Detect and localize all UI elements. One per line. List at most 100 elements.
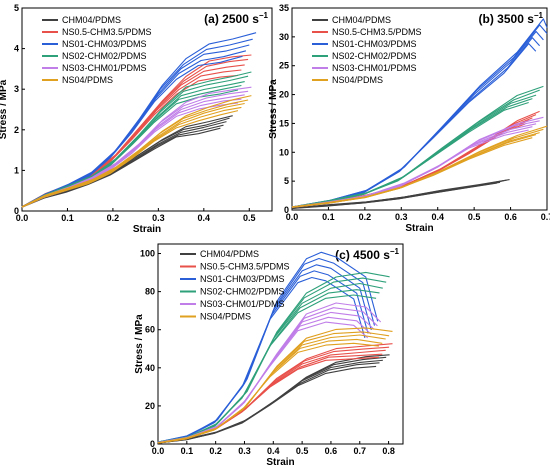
legend-label: CHM04/PDMS bbox=[332, 15, 391, 25]
panel-title: (c) 4500 s−1 bbox=[335, 247, 399, 262]
x-tick-label: 0.7 bbox=[354, 446, 367, 456]
x-tick-label: 0.7 bbox=[541, 212, 550, 222]
series-line bbox=[21, 32, 257, 208]
y-tick-label: 60 bbox=[145, 325, 155, 335]
series-line bbox=[157, 359, 383, 444]
x-axis-label: Strain bbox=[405, 223, 433, 234]
y-axis-label: Stress / MPa bbox=[268, 79, 279, 139]
series-line bbox=[291, 101, 529, 208]
y-tick-label: 100 bbox=[140, 249, 155, 259]
legend-label: NS01-CHM03/PDMS bbox=[200, 274, 285, 284]
series-line bbox=[157, 342, 379, 444]
series-ns0-5-chm3-5-pdms bbox=[21, 54, 252, 208]
series-line bbox=[157, 365, 377, 444]
series-ns03-chm01-pdms bbox=[291, 116, 544, 208]
series-line bbox=[291, 182, 497, 209]
series-chm04-pdms bbox=[291, 179, 510, 209]
panel-title: (a) 2500 s−1 bbox=[204, 11, 268, 26]
y-tick-label: 40 bbox=[145, 363, 155, 373]
y-tick-label: 30 bbox=[279, 32, 289, 42]
y-tick-label: 0 bbox=[14, 206, 19, 216]
series-line bbox=[157, 334, 386, 444]
y-tick-label: 20 bbox=[145, 401, 155, 411]
legend-label: NS0.5-CHM3.5/PDMS bbox=[62, 27, 152, 37]
series-ns04-pdms bbox=[21, 95, 252, 208]
series-ns02-chm02-pdms bbox=[291, 85, 544, 208]
series-line bbox=[157, 316, 372, 444]
series-line bbox=[21, 71, 252, 208]
legend-label: NS01-CHM03/PDMS bbox=[62, 39, 147, 49]
x-tick-label: 0.5 bbox=[468, 212, 481, 222]
legend: CHM04/PDMS NS0.5-CHM3.5/PDMS NS01-CHM03/PD… bbox=[312, 15, 422, 85]
legend-label: NS03-CHM01/PDMS bbox=[332, 63, 417, 73]
x-tick-label: 0.5 bbox=[296, 446, 309, 456]
x-tick-label: 0.4 bbox=[431, 212, 444, 222]
y-tick-label: 80 bbox=[145, 287, 155, 297]
series-line bbox=[157, 307, 378, 443]
title-superscript: −1 bbox=[534, 11, 544, 20]
x-tick-label: 0.2 bbox=[359, 212, 372, 222]
series-chm04-pdms bbox=[157, 354, 390, 444]
series-line bbox=[291, 85, 544, 208]
y-tick-label: 5 bbox=[14, 3, 19, 13]
y-tick-label: 4 bbox=[14, 44, 19, 54]
series-line bbox=[21, 110, 239, 208]
series-line bbox=[291, 123, 537, 208]
series-line bbox=[291, 137, 533, 208]
y-tick-label: 20 bbox=[279, 90, 289, 100]
series-line bbox=[157, 311, 375, 444]
series-ns04-pdms bbox=[291, 125, 548, 208]
series-line bbox=[157, 251, 379, 443]
y-axis-label: Stress / MPa bbox=[0, 79, 9, 139]
legend: CHM04/PDMS NS0.5-CHM3.5/PDMS NS01-CHM03/PD… bbox=[42, 15, 152, 85]
series-line bbox=[157, 362, 380, 444]
legend-label: CHM04/PDMS bbox=[62, 15, 121, 25]
series-line bbox=[157, 338, 383, 444]
x-tick-label: 0.2 bbox=[209, 446, 222, 456]
series-ns04-pdms bbox=[157, 327, 393, 444]
x-tick-label: 0.3 bbox=[395, 212, 408, 222]
series-line bbox=[157, 302, 382, 443]
y-tick-label: 5 bbox=[284, 176, 289, 186]
series-line bbox=[291, 117, 533, 208]
series-line bbox=[291, 89, 540, 208]
series-ns01-chm03-pdms bbox=[157, 251, 379, 443]
y-tick-label: 10 bbox=[279, 147, 289, 157]
x-axis-label: Strain bbox=[133, 224, 161, 235]
x-tick-label: 0.6 bbox=[504, 212, 517, 222]
series-line bbox=[157, 353, 383, 444]
plot-frame-a bbox=[21, 7, 273, 212]
legend-label: NS04/PDMS bbox=[332, 75, 383, 85]
series-line bbox=[21, 69, 242, 208]
x-tick-label: 0.4 bbox=[198, 213, 211, 223]
series-line bbox=[291, 123, 526, 208]
plot-frame-b bbox=[291, 7, 548, 211]
x-tick-label: 0.1 bbox=[181, 446, 194, 456]
x-tick-label: 0.1 bbox=[322, 212, 335, 222]
x-tick-label: 0.3 bbox=[238, 446, 251, 456]
series-line bbox=[21, 127, 221, 208]
y-tick-label: 15 bbox=[279, 118, 289, 128]
x-tick-label: 0.5 bbox=[243, 213, 256, 223]
legend-label: NS04/PDMS bbox=[62, 75, 113, 85]
chart-panel-a: 0.0 0.1 0.2 0.3 0.4 0.5 0 1 2 3 4 5 Strain Stress / M… bbox=[0, 3, 273, 235]
series-ns02-chm02-pdms bbox=[157, 271, 390, 443]
legend-label: NS01-CHM03/PDMS bbox=[332, 39, 417, 49]
series-line bbox=[157, 356, 387, 444]
legend-label: NS0.5-CHM3.5/PDMS bbox=[200, 262, 290, 272]
x-tick-label: 0.0 bbox=[286, 212, 299, 222]
plot-frame-c bbox=[157, 243, 404, 445]
title-superscript: −1 bbox=[390, 247, 400, 256]
legend-label: NS02-CHM02/PDMS bbox=[332, 51, 417, 61]
y-tick-label: 1 bbox=[14, 165, 19, 175]
legend-label: NS0.5-CHM3.5/PDMS bbox=[332, 27, 422, 37]
series-line bbox=[157, 327, 393, 444]
legend-label: NS03-CHM01/PDMS bbox=[200, 299, 285, 309]
series-ns0-5-chm3-5-pdms bbox=[291, 110, 540, 208]
x-tick-label: 0.0 bbox=[16, 213, 29, 223]
series-line bbox=[21, 95, 252, 208]
series-line bbox=[291, 179, 510, 209]
legend-label: NS02-CHM02/PDMS bbox=[62, 51, 147, 61]
x-tick-label: 0.1 bbox=[61, 213, 74, 223]
